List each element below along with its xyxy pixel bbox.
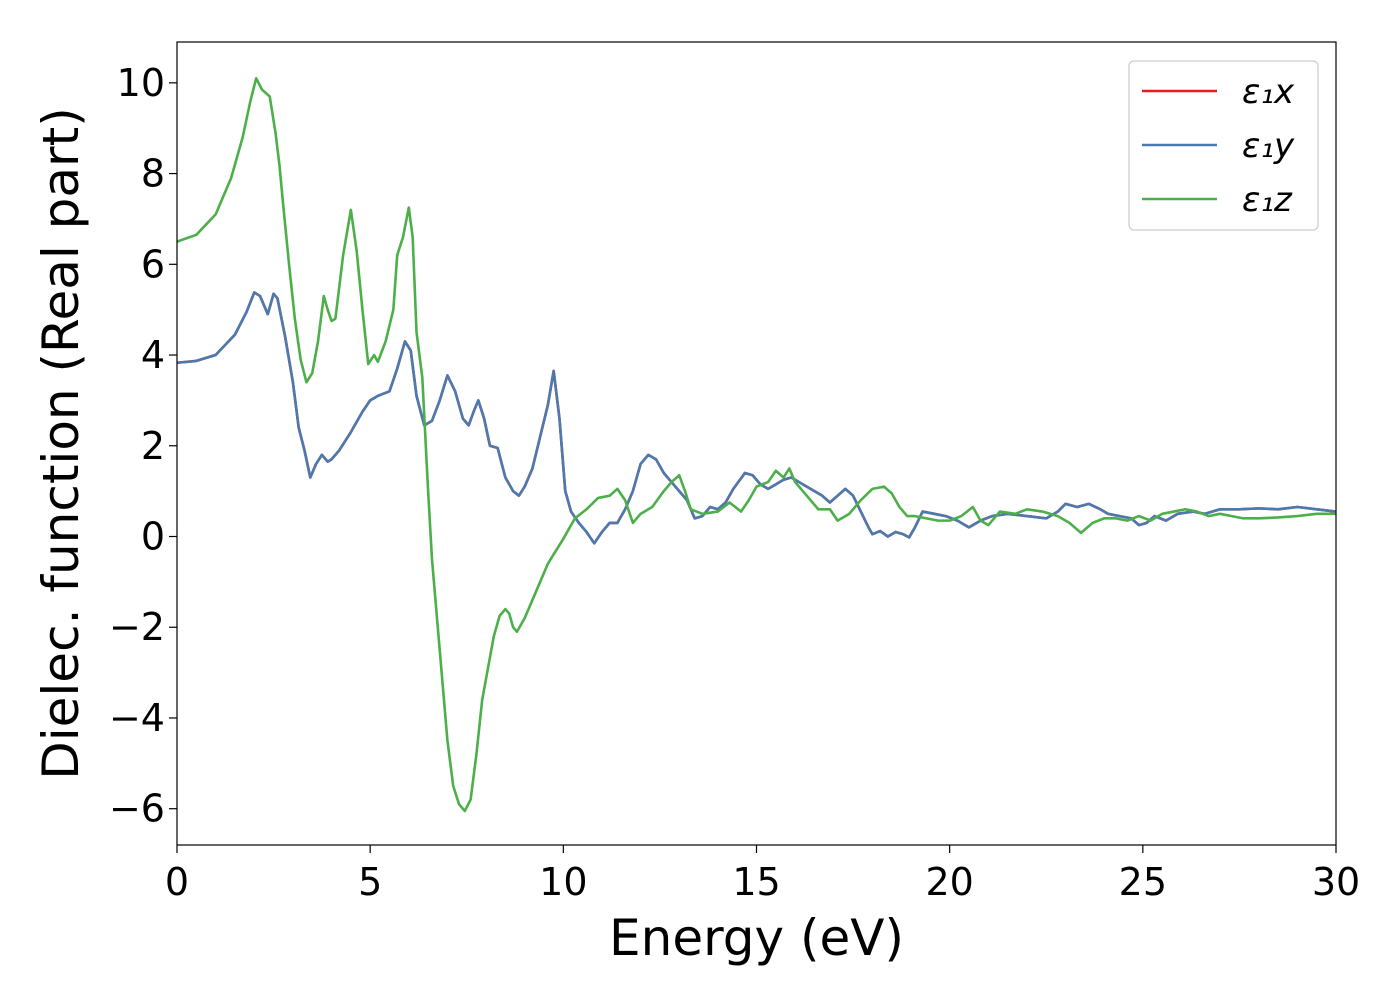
legend-label-1: ε₁x: [1242, 72, 1295, 112]
x-tick-label: 0: [165, 860, 189, 904]
legend: ε₁x ε₁y ε₁z: [1128, 60, 1319, 231]
x-axis: 0 5 10 15 20 25 30: [165, 845, 1360, 904]
y-tick-label: 6: [141, 242, 165, 286]
series-line-3: [177, 76, 1336, 813]
y-tick-label: 10: [117, 61, 165, 105]
x-tick-label: 5: [358, 860, 382, 904]
x-tick-label: 15: [732, 860, 780, 904]
y-axis: −6 −4 −2 0 2 4 6 8 10: [109, 61, 177, 831]
x-tick-label: 30: [1312, 860, 1360, 904]
legend-box: [1128, 60, 1319, 231]
y-tick-label: −2: [109, 605, 165, 649]
y-tick-label: −4: [109, 696, 165, 740]
y-tick-label: 4: [141, 333, 165, 377]
x-tick-label: 10: [539, 860, 587, 904]
y-axis-label: Dielec. function (Real part): [32, 107, 90, 779]
y-tick-label: 8: [141, 152, 165, 196]
y-tick-label: 2: [141, 424, 165, 468]
series-line-2: [177, 291, 1336, 545]
legend-label-3: ε₁z: [1242, 180, 1293, 220]
x-tick-label: 25: [1119, 860, 1167, 904]
x-axis-label: Energy (eV): [609, 909, 904, 967]
series-layer: [177, 76, 1336, 813]
x-tick-label: 20: [925, 860, 973, 904]
legend-label-2: ε₁y: [1242, 126, 1295, 166]
y-tick-label: 0: [141, 515, 165, 559]
y-tick-label: −6: [109, 787, 165, 831]
